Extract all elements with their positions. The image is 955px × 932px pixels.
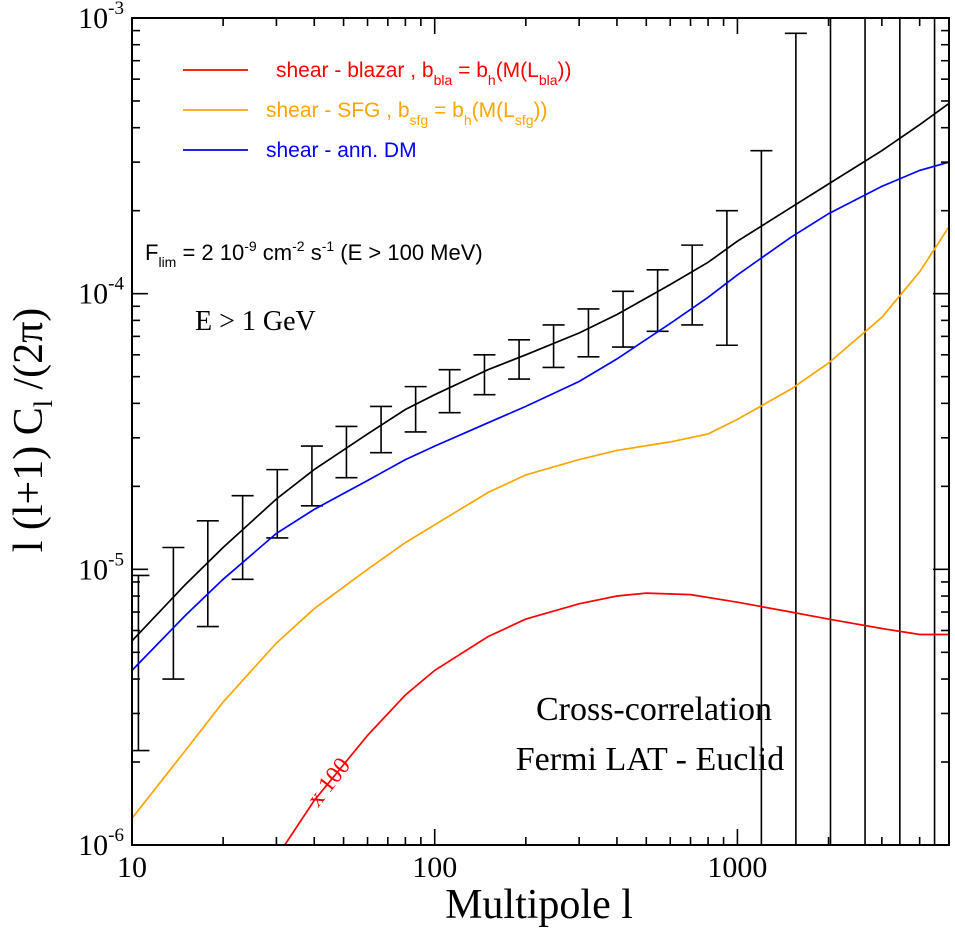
y-axis-title: l (l+1) Cl /(2π)	[6, 308, 58, 553]
x-axis-title: Multipole l	[445, 882, 633, 928]
error-bar	[750, 149, 773, 845]
error-bar	[681, 244, 704, 326]
title-line-1: Cross-correlation	[536, 691, 772, 728]
series-group	[132, 18, 949, 845]
error-bar	[646, 269, 669, 333]
error-bar	[196, 519, 219, 628]
error-bar	[162, 546, 185, 680]
y-axis-title-sub: l	[29, 400, 58, 407]
error-bar	[370, 405, 393, 454]
series-line-1	[132, 161, 949, 671]
y-tick-label: 10-6	[78, 825, 124, 862]
legend: shear - blazar , bbla = bh(M(Lbla)) shear…	[183, 59, 572, 162]
legend-label-1: shear - SFG , bsfg = bh(M(Lsfg))	[266, 99, 548, 128]
error-bar	[231, 494, 254, 581]
x-tick-label: 100	[412, 851, 457, 884]
tick-labels: 10 100 1000 10-6 10-5 10-4 10-3	[78, 0, 767, 884]
error-bar	[300, 445, 323, 507]
error-bar	[335, 425, 358, 479]
energy-annotation: E > 1 GeV	[195, 306, 316, 337]
plot-frame	[131, 17, 950, 846]
y-axis-title-part1: l (l+1) C	[6, 407, 52, 552]
plot-area	[132, 18, 949, 845]
y-tick-label: 10-5	[78, 549, 124, 586]
series-line-3	[283, 592, 949, 845]
series-line-2	[132, 226, 949, 819]
series-line-0	[132, 102, 949, 642]
legend-label-0: shear - blazar , bbla = bh(M(Lbla))	[276, 59, 572, 88]
x-tick-label: 10	[117, 851, 147, 884]
error-bar	[784, 32, 807, 845]
error-bar	[715, 209, 738, 347]
axis-ticks	[131, 17, 950, 846]
error-bar	[404, 385, 427, 433]
flim-annotation: Flim = 2 10-9 cm-2 s-1 (E > 100 MeV)	[145, 238, 483, 270]
y-axis-title-part2: /(2π)	[6, 308, 52, 400]
y-tick-label: 10-3	[78, 0, 124, 35]
y-tick-label: 10-4	[78, 274, 124, 311]
error-bar	[508, 339, 531, 380]
error-bar	[438, 368, 461, 414]
title-line-2: Fermi LAT - Euclid	[516, 741, 785, 778]
error-bar	[577, 308, 600, 358]
error-bar	[542, 324, 565, 369]
error-bar	[612, 290, 635, 348]
x100-label: x 100	[302, 753, 356, 812]
x-tick-label: 1000	[707, 851, 767, 884]
legend-label-2: shear - ann. DM	[266, 139, 417, 162]
error-bar	[473, 354, 496, 396]
svg-text:Flim = 2 10-9 cm-2 s-1 (E > 10: Flim = 2 10-9 cm-2 s-1 (E > 100 MeV)	[145, 238, 483, 270]
